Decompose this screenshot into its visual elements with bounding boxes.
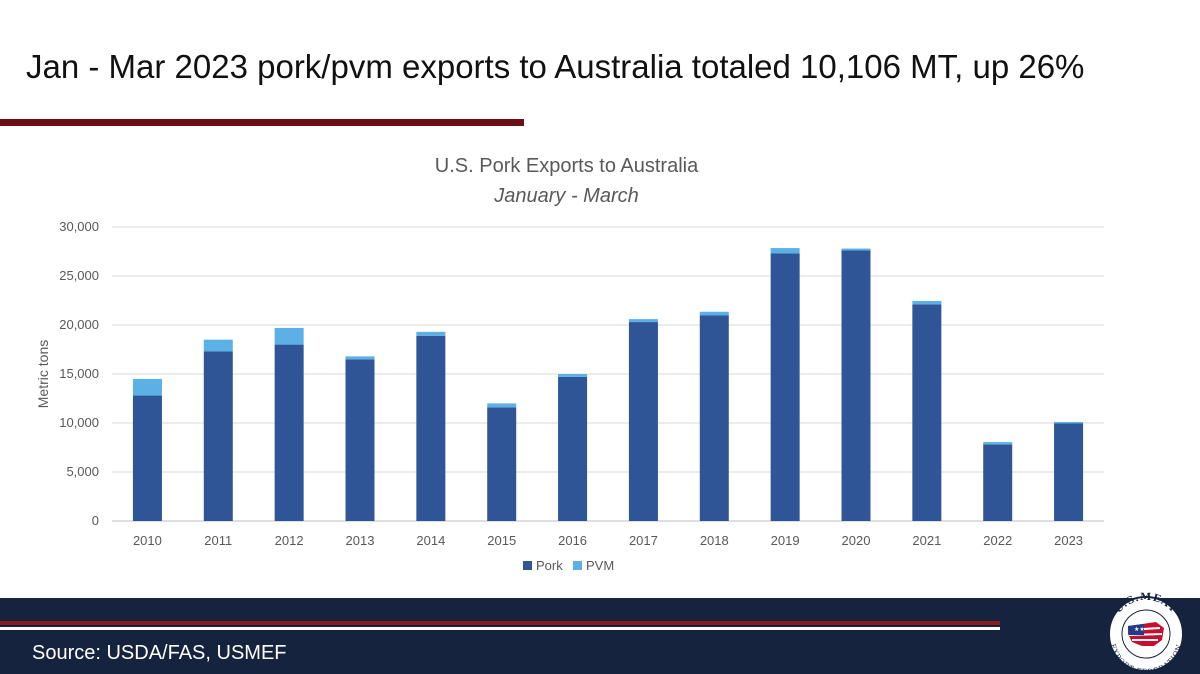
bar-pork-2019 <box>770 253 800 521</box>
bar-pork-2020 <box>841 250 871 521</box>
bar-pork-2021 <box>912 304 942 521</box>
bar-pvm-2016 <box>558 374 588 377</box>
y-tick-label: 5,000 <box>66 464 99 479</box>
usmef-logo: ★★ U.S.MEAT EXPORT FEDERATION <box>1108 592 1184 672</box>
legend-swatch-pvm <box>573 561 582 570</box>
x-tick-label: 2021 <box>912 533 941 548</box>
bar-pork-2023 <box>1054 423 1084 521</box>
bar-pork-2013 <box>345 359 375 521</box>
bar-pork-2022 <box>983 444 1013 521</box>
y-tick-label: 10,000 <box>59 415 99 430</box>
bar-pork-2012 <box>274 344 304 521</box>
bar-pork-2011 <box>203 351 233 521</box>
bar-pvm-2022 <box>983 442 1013 445</box>
x-tick-label: 2019 <box>771 533 800 548</box>
bar-pvm-2023 <box>1054 421 1084 424</box>
x-tick-label: 2020 <box>842 533 871 548</box>
bar-pork-2018 <box>699 315 729 521</box>
x-tick-label: 2018 <box>700 533 729 548</box>
x-tick-label: 2013 <box>346 533 375 548</box>
bar-pvm-2017 <box>628 319 658 323</box>
footer-red-stripe <box>0 621 1000 625</box>
bar-pvm-2019 <box>770 248 800 254</box>
x-tick-label: 2014 <box>416 533 445 548</box>
x-tick-label: 2022 <box>983 533 1012 548</box>
source-note: Source: USDA/FAS, USMEF <box>32 642 287 664</box>
x-tick-label: 2016 <box>558 533 587 548</box>
title-underline <box>0 119 524 126</box>
bar-pvm-2015 <box>487 403 517 408</box>
legend-swatch-pork <box>523 561 532 570</box>
bar-pork-2015 <box>487 407 517 521</box>
bar-pvm-2012 <box>274 327 304 345</box>
y-tick-label: 0 <box>92 513 99 528</box>
y-tick-label: 20,000 <box>59 317 99 332</box>
chart-subtitle: January - March <box>494 185 639 207</box>
svg-text:★★: ★★ <box>1134 626 1145 633</box>
bar-pvm-2013 <box>345 356 375 360</box>
bar-pvm-2020 <box>841 248 871 251</box>
bar-pvm-2014 <box>416 331 446 336</box>
bar-pvm-2011 <box>203 339 233 352</box>
y-axis-label: Metric tons <box>35 340 51 408</box>
footer-white-stripe <box>0 627 1000 630</box>
footer-band <box>0 598 1200 674</box>
x-tick-label: 2010 <box>133 533 162 548</box>
bar-pork-2016 <box>558 376 588 521</box>
legend-label-pvm: PVM <box>586 558 614 573</box>
x-tick-label: 2015 <box>487 533 516 548</box>
y-tick-label: 30,000 <box>59 219 99 234</box>
bar-pork-2017 <box>628 322 658 521</box>
x-tick-label: 2023 <box>1054 533 1083 548</box>
x-tick-label: 2017 <box>629 533 658 548</box>
chart-title: U.S. Pork Exports to Australia <box>434 155 699 177</box>
x-tick-label: 2011 <box>204 533 232 548</box>
stacked-bar-chart: 0 5,000 10,000 15,000 20,000 25,000 30,000 Metr… <box>35 219 1104 573</box>
x-tick-label: 2012 <box>275 533 304 548</box>
bar-pork-2014 <box>416 335 446 521</box>
bar-pvm-2010 <box>132 378 162 396</box>
legend-label-pork: Pork <box>536 558 563 573</box>
y-tick-label: 25,000 <box>59 268 99 283</box>
slide-title: Jan - Mar 2023 pork/pvm exports to Austr… <box>26 48 1085 85</box>
bar-pork-2010 <box>132 395 162 521</box>
y-tick-label: 15,000 <box>59 366 99 381</box>
bar-pvm-2018 <box>699 311 729 316</box>
bar-pvm-2021 <box>912 300 942 305</box>
